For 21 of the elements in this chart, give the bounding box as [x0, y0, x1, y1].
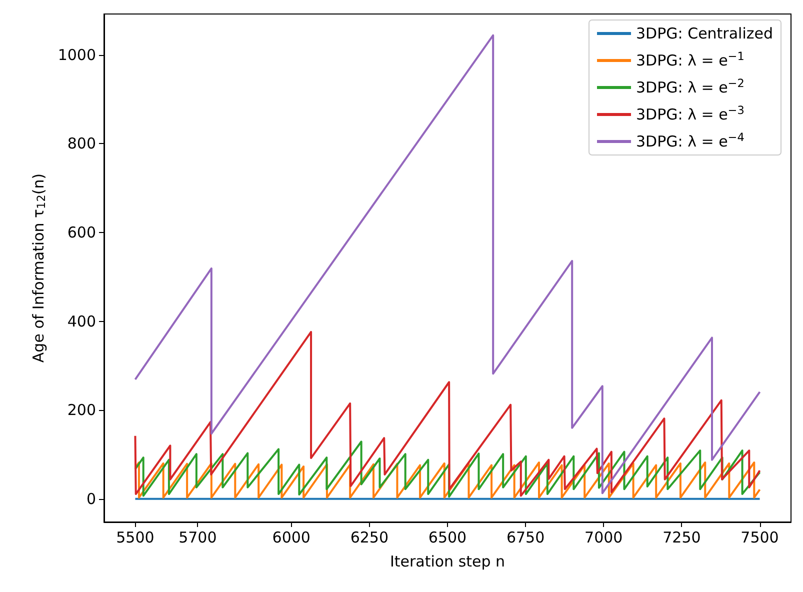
y-axis-title: Age of Information τ12(n)	[29, 173, 48, 363]
y-tick-label: 400	[67, 312, 96, 330]
line-series	[134, 461, 761, 499]
x-tick-label: 6500	[428, 528, 467, 546]
x-tick-label: 5500	[116, 528, 154, 546]
x-tick-label: 7250	[662, 528, 701, 546]
y-tick-label: 0	[86, 490, 96, 508]
legend-label: 3DPG: Centralized	[636, 24, 774, 42]
y-tick-label: 200	[67, 401, 96, 420]
line-series	[134, 440, 761, 498]
x-tick-label: 6000	[272, 528, 310, 546]
y-tick-label: 600	[67, 223, 96, 242]
x-axis-title: Iteration step n	[390, 552, 506, 570]
x-tick-label: 7500	[740, 528, 779, 546]
y-tick-label: 800	[67, 134, 96, 153]
x-tick-label: 6750	[506, 528, 545, 546]
x-tick-label: 5700	[178, 528, 217, 546]
x-tick-label: 7000	[584, 528, 623, 546]
y-tick-label: 1000	[58, 46, 96, 64]
line-series	[134, 330, 761, 497]
x-tick-label: 6250	[350, 528, 389, 546]
